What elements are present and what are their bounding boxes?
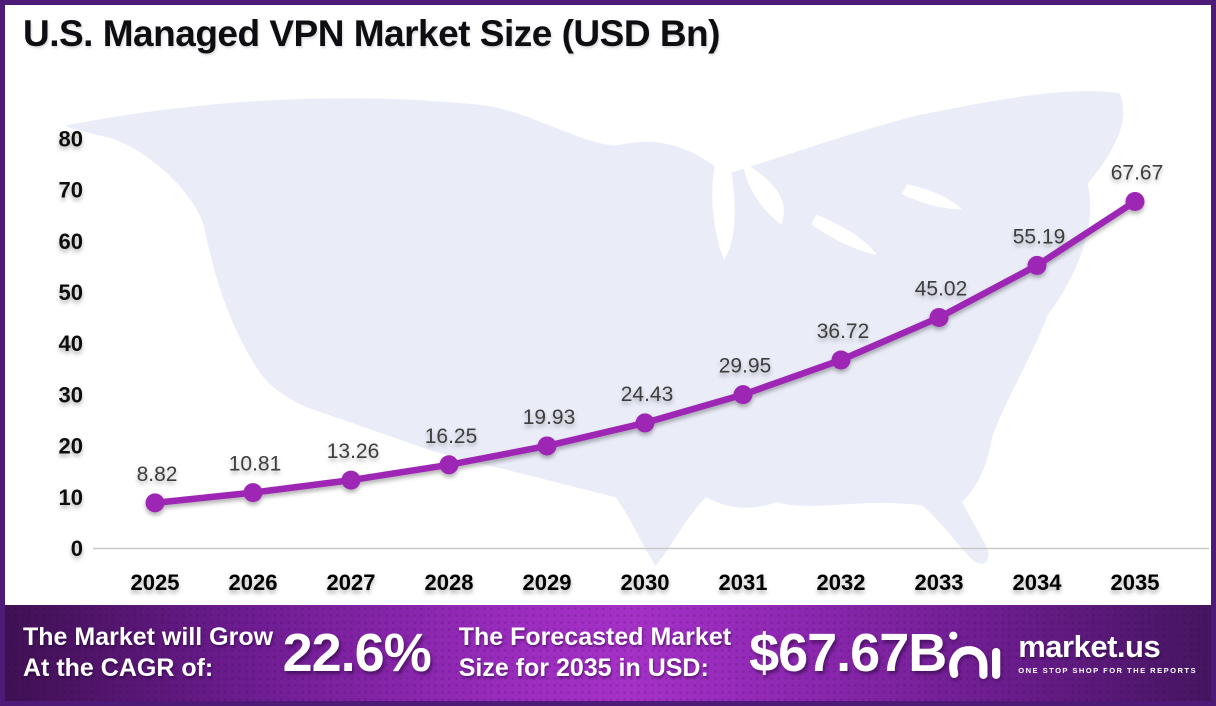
data-point-label: 67.67 [1111,162,1164,185]
y-tick-label: 50 [59,280,83,305]
forecast-value: $67.67B [749,623,947,683]
x-tick-label: 2033 [915,570,964,595]
x-tick-label: 2031 [719,570,768,595]
cagr-label-line1: The Market will Grow [23,623,274,651]
y-tick-label: 80 [59,126,83,151]
data-point-label: 16.25 [425,425,478,448]
x-tick-label: 2028 [425,570,474,595]
data-point-label: 13.26 [327,440,380,463]
data-point-label: 8.82 [137,463,178,486]
data-point-label: 19.93 [523,406,576,429]
data-point-label: 36.72 [817,320,870,343]
data-point [635,413,655,433]
footer-stats-band: The Market will Grow At the CAGR of: 22.… [5,605,1211,701]
forecast-label-line2: Size for 2035 in USD: [458,654,709,682]
y-axis [91,135,102,549]
data-point [1027,255,1047,275]
x-tick-label: 2029 [523,570,572,595]
y-tick-label: 40 [59,331,83,356]
cagr-label: The Market will Grow At the CAGR of: [23,622,283,684]
x-tick-label: 2025 [131,570,180,595]
x-tick-label: 2026 [229,570,278,595]
data-point-label: 45.02 [915,277,968,300]
y-tick-label: 10 [59,485,83,510]
x-tick-labels: 2025 2026 2027 2028 2029 2030 2031 2032 2033 2034… [131,570,1160,595]
marketus-logo-icon [949,631,1001,679]
forecast-label-line1: The Forecasted Market [458,623,732,651]
data-point-label: 29.95 [719,355,772,378]
data-point [1125,192,1145,212]
y-tick-label: 30 [59,382,83,407]
data-point [733,385,753,405]
series-group [145,192,1145,513]
data-point [145,493,165,513]
x-tick-label: 2034 [1013,570,1063,595]
data-point [341,470,361,490]
data-point [831,350,851,370]
y-tick-label: 0 [71,536,83,561]
data-point-labels: 8.82 10.81 13.26 16.25 19.93 24.43 29.95 36.72 4… [137,162,1164,486]
x-tick-label: 2035 [1111,570,1160,595]
x-tick-label: 2030 [621,570,670,595]
brand-tagline: ONE STOP SHOP FOR THE REPORTS [1018,666,1197,675]
y-tick-label: 60 [59,229,83,254]
data-point [537,436,557,456]
data-point-label: 24.43 [621,383,674,406]
cagr-label-line2: At the CAGR of: [23,654,214,682]
us-map-background [65,91,1124,566]
forecast-label: The Forecasted Market Size for 2035 in U… [459,622,731,684]
brand-text: market.us ONE STOP SHOP FOR THE REPORTS [1018,631,1197,675]
data-point-label: 55.19 [1013,225,1066,248]
data-point [929,307,949,327]
series-line [151,198,1139,507]
y-tick-label: 70 [59,178,83,203]
marketus-brand: market.us ONE STOP SHOP FOR THE REPORTS [946,625,1197,681]
us-map-silhouette [65,91,1124,566]
data-point [243,483,263,503]
data-point [439,455,459,475]
y-tick-label: 20 [59,434,83,459]
page-title: U.S. Managed VPN Market Size (USD Bn) [23,13,720,54]
y-tick-labels: 0 10 20 30 40 50 60 70 80 [59,126,83,561]
cagr-value: 22.6% [282,623,432,683]
great-lakes [615,117,963,260]
x-tick-label: 2027 [327,570,376,595]
data-point-label: 10.81 [229,453,282,476]
brand-name: market.us [1018,629,1161,664]
x-tick-label: 2032 [817,570,866,595]
